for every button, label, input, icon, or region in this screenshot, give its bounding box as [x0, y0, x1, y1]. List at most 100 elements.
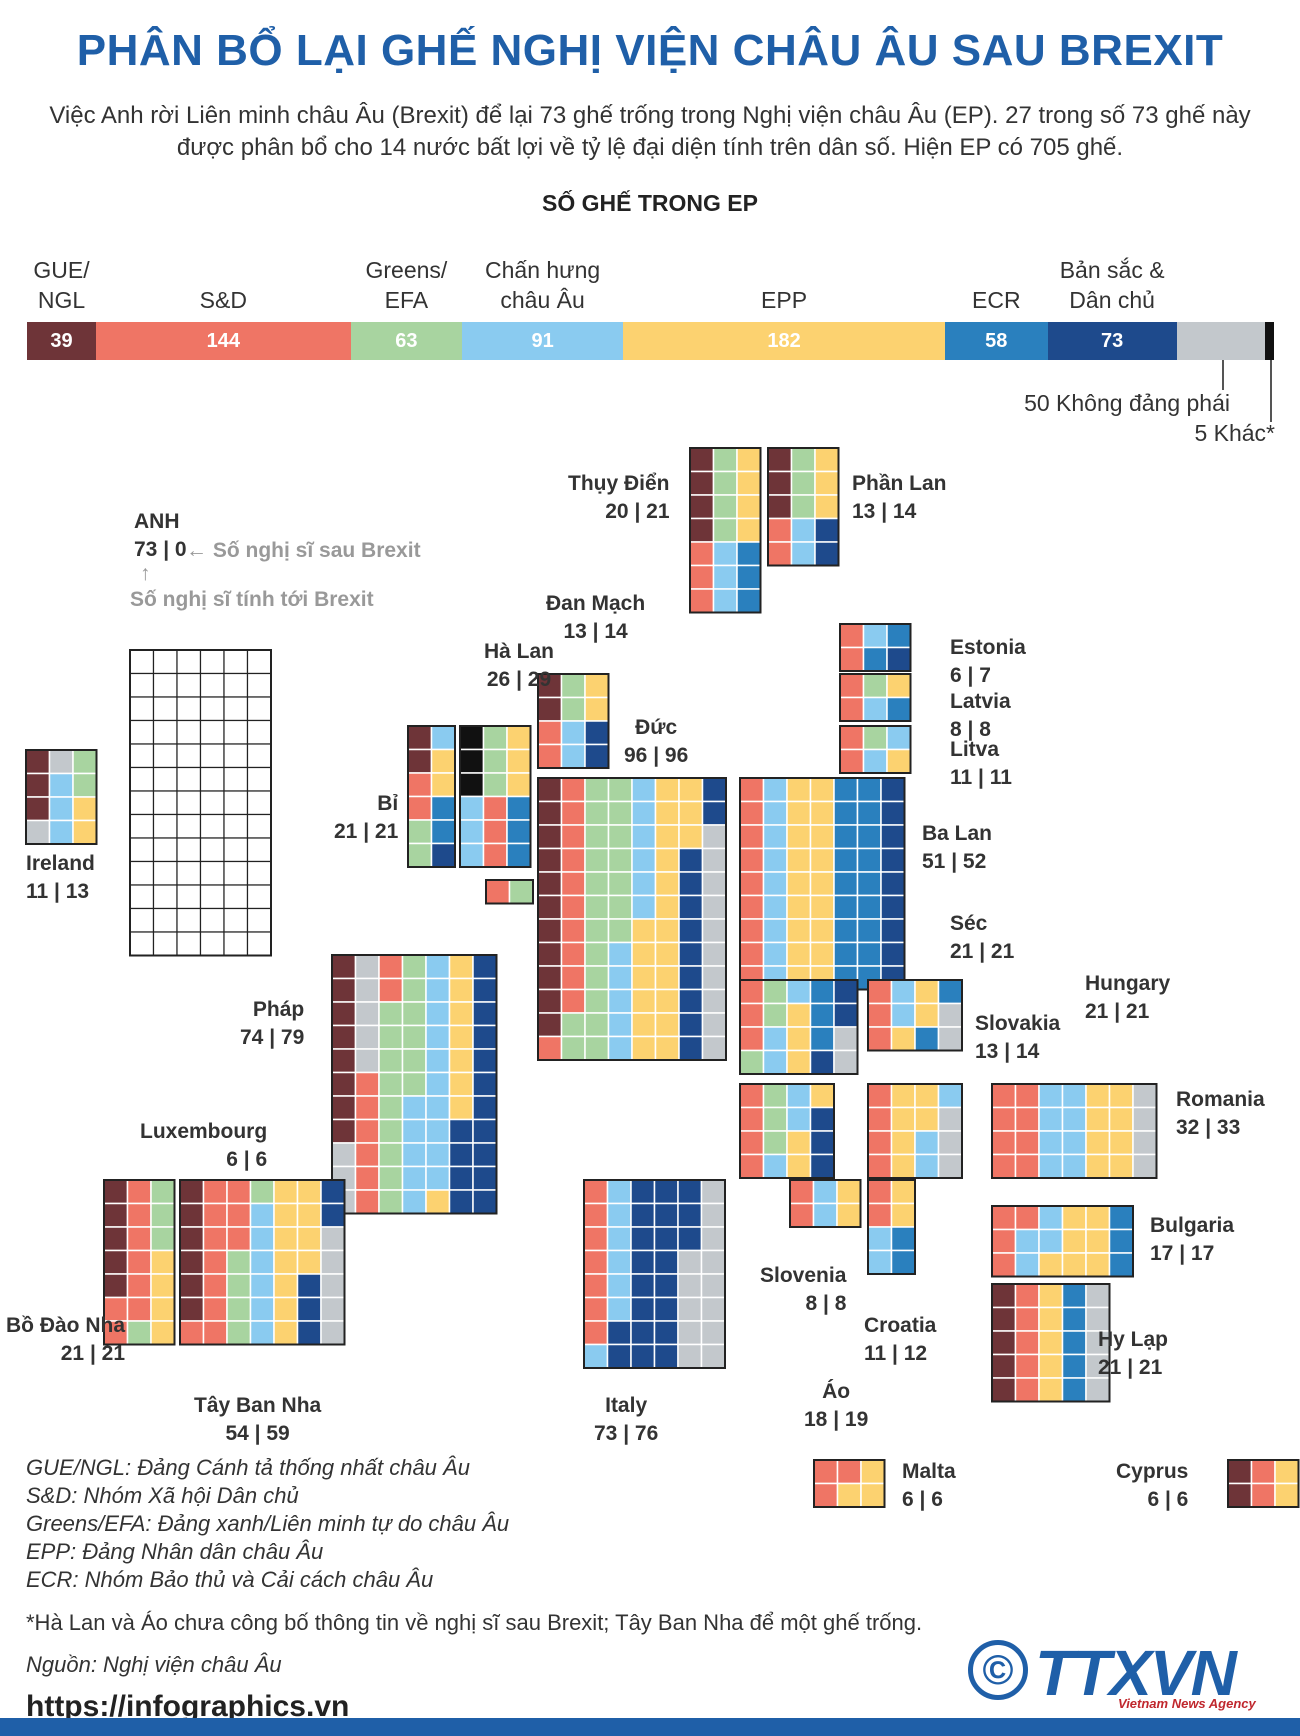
- seat: [862, 696, 888, 722]
- seat: [689, 541, 715, 567]
- country-outline: [485, 879, 534, 905]
- seat: [129, 884, 155, 910]
- bar-segment-id: 73: [1047, 322, 1177, 360]
- seat: [354, 1095, 380, 1121]
- seat: [459, 725, 485, 751]
- seat: [631, 894, 657, 920]
- seat: [246, 743, 272, 769]
- seat: [179, 1296, 205, 1322]
- seat: [246, 719, 272, 745]
- seat: [472, 1189, 498, 1215]
- seat: [506, 819, 532, 845]
- seat: [320, 1226, 346, 1252]
- seat: [786, 979, 812, 1005]
- bar-label-line1: GUE/: [33, 257, 90, 283]
- seat-counts: 20 | 21: [605, 500, 670, 523]
- seat: [867, 979, 893, 1005]
- seat: [607, 965, 633, 991]
- seat: [401, 1142, 427, 1168]
- seat: [786, 941, 812, 967]
- seat: [126, 1273, 152, 1299]
- country-outline: [839, 623, 912, 672]
- seat: [103, 1273, 129, 1299]
- country-outline: [839, 725, 912, 774]
- seat: [689, 564, 715, 590]
- seat: [890, 1083, 916, 1109]
- country-name: Croatia: [864, 1314, 937, 1337]
- seat: [677, 1273, 703, 1299]
- seats-greece: [991, 1283, 1111, 1403]
- bottom-bar: [0, 1718, 1300, 1736]
- country-name: Áo: [822, 1380, 851, 1403]
- page-title: PHÂN BỔ LẠI GHẾ NGHỊ VIỆN CHÂU ÂU SAU BR…: [76, 26, 1224, 75]
- seat: [786, 871, 812, 897]
- seat: [856, 847, 882, 873]
- seat: [630, 1179, 656, 1205]
- seat: [560, 894, 586, 920]
- bar-label-line1: Greens/: [365, 257, 448, 283]
- label-1: Ireland 11 | 13: [26, 850, 95, 906]
- seat: [1014, 1252, 1040, 1278]
- seat: [152, 719, 178, 745]
- seat: [606, 1202, 632, 1228]
- seat: [152, 931, 178, 957]
- seat: [72, 819, 98, 845]
- seat: [584, 696, 610, 722]
- seat: [631, 988, 657, 1014]
- subtitle-line-2: được phân bổ cho 14 nước bất lợi về tỷ l…: [176, 134, 1124, 161]
- footnote: *Hà Lan và Áo chưa công bố thông tin về …: [26, 1610, 923, 1635]
- seat: [762, 894, 788, 920]
- bar-label-sd: S&D: [143, 255, 303, 315]
- seat: [886, 748, 912, 774]
- seat: [762, 1083, 788, 1109]
- source-url[interactable]: https://infographics.vn: [26, 1690, 350, 1723]
- seat: [762, 941, 788, 967]
- seats-austria: [739, 1083, 835, 1179]
- seat: [809, 918, 835, 944]
- seat: [786, 1002, 812, 1028]
- seat: [786, 1106, 812, 1132]
- chart-title: SỐ GHẾ TRONG EP: [542, 190, 758, 216]
- seat: [448, 1118, 474, 1144]
- seat: [880, 777, 906, 803]
- bar-value-ecr: 58: [985, 329, 1008, 352]
- country-outline: [789, 1179, 862, 1228]
- seat: [331, 1142, 357, 1168]
- seat: [1061, 1252, 1087, 1278]
- label-13: Pháp 74 | 79: [240, 996, 304, 1052]
- seat: [425, 1048, 451, 1074]
- country-outline: [991, 1205, 1134, 1278]
- seat: [425, 1142, 451, 1168]
- seat: [886, 696, 912, 722]
- seat: [378, 1071, 404, 1097]
- seat: [103, 1249, 129, 1275]
- ni-connector: [1222, 360, 1224, 390]
- seat: [1014, 1153, 1040, 1179]
- seat: [762, 979, 788, 1005]
- seat: [179, 1249, 205, 1275]
- seat: [654, 800, 680, 826]
- seat: [584, 965, 610, 991]
- seat: [914, 979, 940, 1005]
- seat: [331, 1071, 357, 1097]
- seat: [1061, 1083, 1087, 1109]
- seat: [331, 1095, 357, 1121]
- seat: [584, 777, 610, 803]
- seat: [448, 954, 474, 980]
- seat: [401, 1024, 427, 1050]
- seats-ireland: [25, 749, 98, 845]
- seat: [320, 1179, 346, 1205]
- country-name: Slovenia: [760, 1264, 847, 1287]
- seat: [631, 918, 657, 944]
- seat: [246, 790, 272, 816]
- seat: [472, 1001, 498, 1027]
- legend-epp: EPP: Đảng Nhân dân châu Âu: [26, 1539, 324, 1564]
- seat: [631, 777, 657, 803]
- seat: [129, 766, 155, 792]
- label-uk-after: 0: [174, 538, 187, 561]
- seat: [129, 813, 155, 839]
- seat: [472, 1071, 498, 1097]
- seat: [786, 894, 812, 920]
- seat: [223, 649, 249, 675]
- seat: [631, 941, 657, 967]
